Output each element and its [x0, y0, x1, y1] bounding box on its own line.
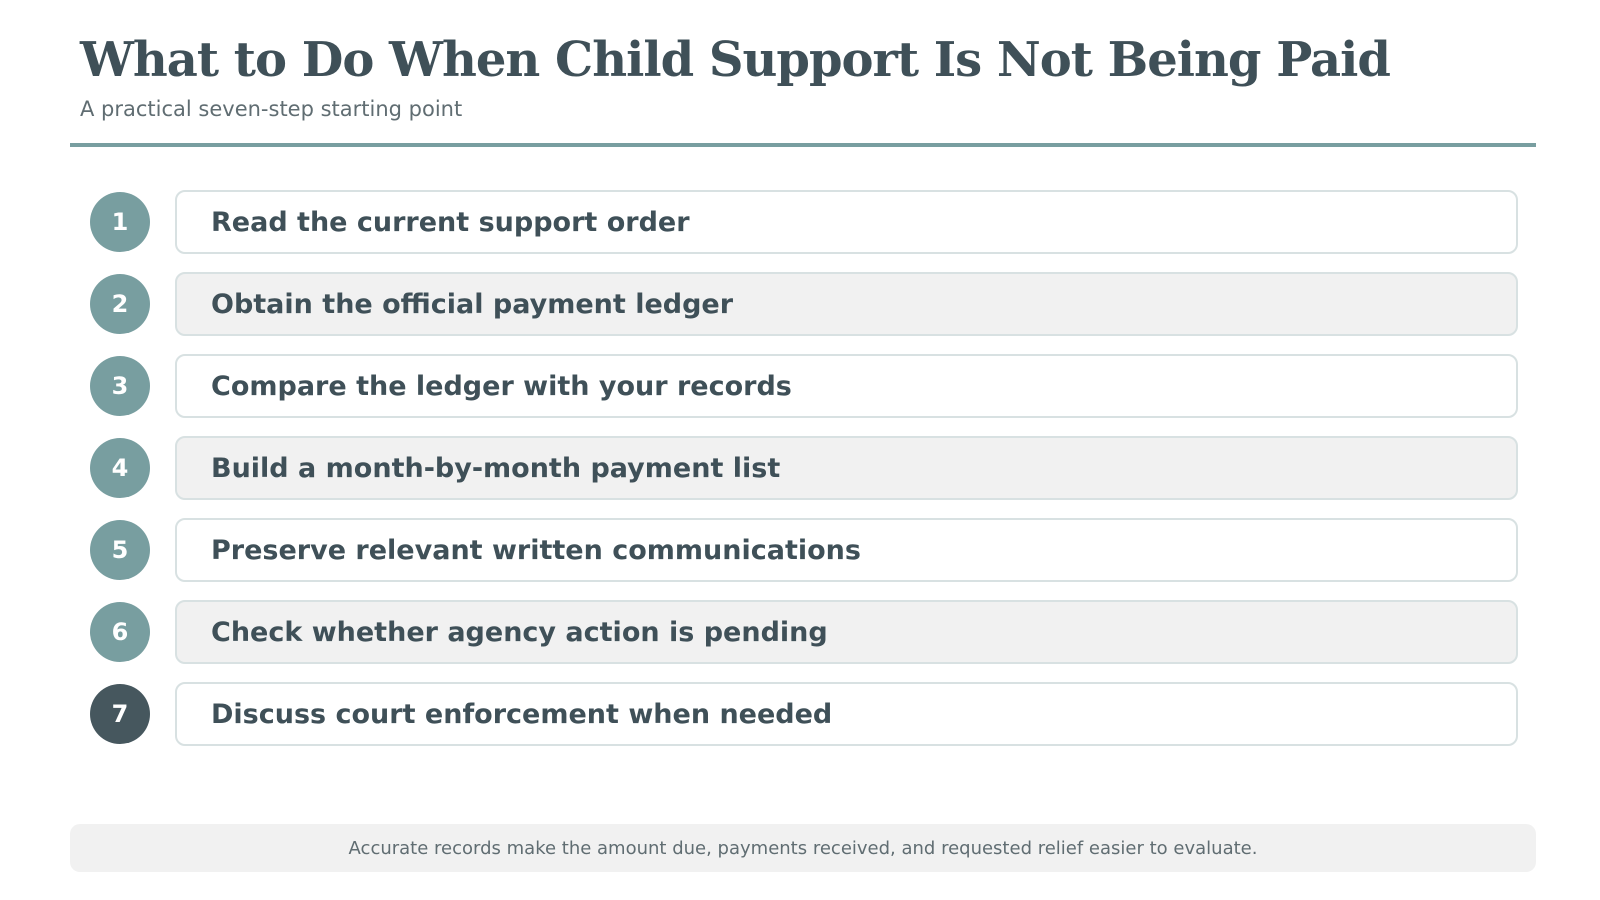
page-title: What to Do When Child Support Is Not Bei…: [80, 32, 1391, 88]
step-5: 5 Preserve relevant written communicatio…: [90, 518, 1518, 582]
step-label: Discuss court enforcement when needed: [211, 698, 833, 730]
step-card: Compare the ledger with your records: [175, 354, 1518, 418]
step-label: Obtain the official payment ledger: [211, 288, 734, 320]
step-card: Read the current support order: [175, 190, 1518, 254]
step-label: Build a month-by-month payment list: [211, 452, 781, 484]
step-6: 6 Check whether agency action is pending: [90, 600, 1518, 664]
slide-header: What to Do When Child Support Is Not Bei…: [80, 28, 1540, 124]
step-card: Check whether agency action is pending: [175, 600, 1518, 664]
step-7: 7 Discuss court enforcement when needed: [90, 682, 1518, 746]
step-1: 1 Read the current support order: [90, 190, 1518, 254]
step-number-badge: 6: [90, 602, 150, 662]
step-4: 4 Build a month-by-month payment list: [90, 436, 1518, 500]
step-number-badge: 7: [90, 684, 150, 744]
header-divider: [70, 143, 1536, 147]
step-label: Preserve relevant written communications: [211, 534, 861, 566]
footer-note-box: Accurate records make the amount due, pa…: [70, 824, 1536, 872]
step-number-badge: 4: [90, 438, 150, 498]
step-card: Preserve relevant written communications: [175, 518, 1518, 582]
steps-list: 1 Read the current support order 2 Obtai…: [90, 190, 1518, 746]
step-card: Obtain the official payment ledger: [175, 272, 1518, 336]
step-card: Discuss court enforcement when needed: [175, 682, 1518, 746]
step-3: 3 Compare the ledger with your records: [90, 354, 1518, 418]
step-label: Compare the ledger with your records: [211, 370, 792, 402]
step-number-badge: 3: [90, 356, 150, 416]
step-number-badge: 2: [90, 274, 150, 334]
step-2: 2 Obtain the official payment ledger: [90, 272, 1518, 336]
step-card: Build a month-by-month payment list: [175, 436, 1518, 500]
page-subtitle: A practical seven-step starting point: [80, 97, 463, 121]
step-label: Check whether agency action is pending: [211, 616, 828, 648]
step-number-badge: 1: [90, 192, 150, 252]
footer-note: Accurate records make the amount due, pa…: [348, 837, 1258, 859]
step-number-badge: 5: [90, 520, 150, 580]
step-label: Read the current support order: [211, 206, 690, 238]
